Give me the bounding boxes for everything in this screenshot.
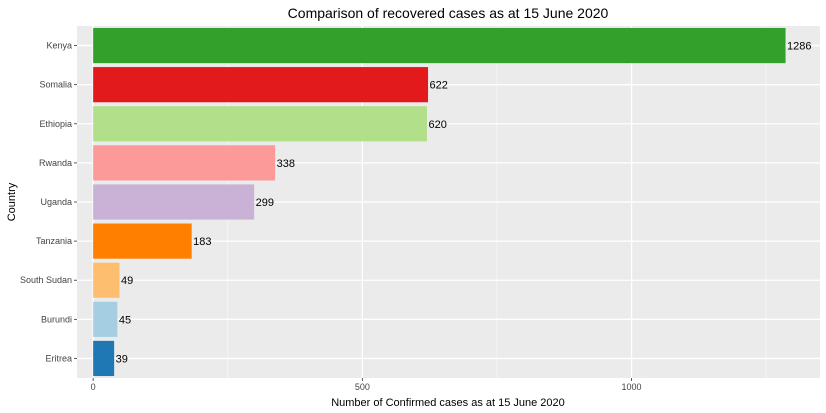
- x-tick-label: 1000: [622, 382, 642, 392]
- y-tick-label: Eritrea: [45, 353, 72, 363]
- data-label: 620: [428, 119, 446, 131]
- data-labels: 1286 622 620 338 299 183 49 45 39: [116, 41, 812, 366]
- bar-ethiopia: [93, 106, 427, 142]
- x-axis-title: Number of Confirmed cases as at 15 June …: [331, 397, 565, 409]
- y-tick-label: Ethiopia: [39, 119, 72, 129]
- bar-kenya: [93, 27, 786, 64]
- bar-eritrea: [93, 340, 115, 377]
- bar-uganda: [93, 184, 255, 220]
- y-tick-label: Somalia: [39, 80, 72, 90]
- y-tick-label: Burundi: [41, 314, 72, 324]
- data-label: 39: [116, 353, 128, 365]
- data-label: 1286: [787, 41, 811, 53]
- data-label: 45: [119, 314, 131, 326]
- chart-title: Comparison of recovered cases as at 15 J…: [288, 5, 609, 21]
- y-tick-label: Tanzania: [36, 236, 72, 246]
- x-tick-label: 0: [91, 382, 96, 392]
- bar-tanzania: [93, 223, 192, 259]
- y-tick-label: South Sudan: [20, 275, 72, 285]
- y-tick-label: Kenya: [46, 41, 72, 51]
- bar-rwanda: [93, 145, 276, 181]
- data-label: 299: [256, 197, 274, 209]
- bar-somalia: [93, 67, 429, 103]
- x-axis-ticks: 0 500 1000: [91, 378, 642, 392]
- bar-south-sudan: [93, 262, 120, 298]
- data-label: 338: [277, 158, 295, 170]
- x-tick-label: 500: [355, 382, 370, 392]
- data-label: 49: [121, 275, 133, 287]
- y-tick-label: Rwanda: [39, 158, 72, 168]
- bar-burundi: [93, 301, 118, 337]
- y-axis-title: Country: [6, 182, 18, 221]
- data-label: 183: [193, 236, 211, 248]
- y-tick-label: Uganda: [40, 197, 72, 207]
- data-label: 622: [430, 80, 448, 92]
- bars: [93, 27, 786, 377]
- y-axis-ticks: Kenya Somalia Ethiopia Rwanda Uganda Tanzania…: [20, 41, 77, 363]
